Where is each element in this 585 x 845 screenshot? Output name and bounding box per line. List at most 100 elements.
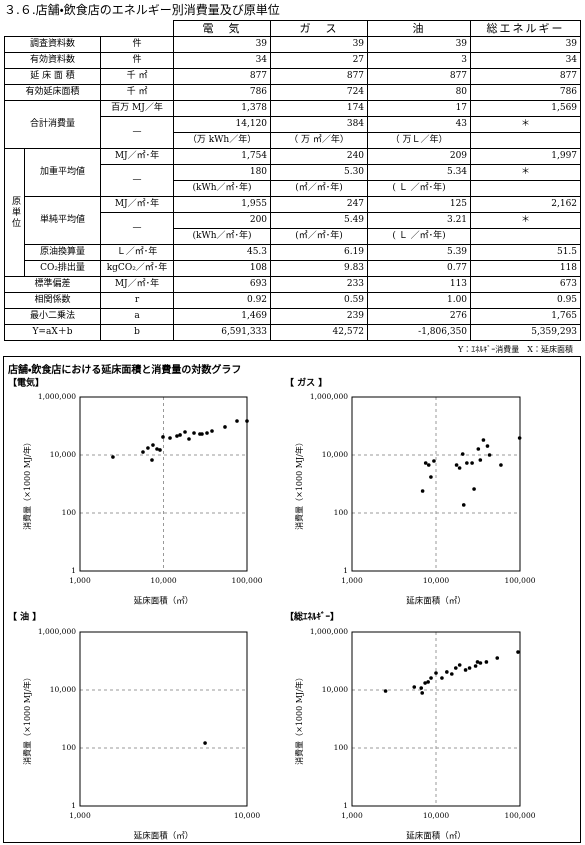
x-tick-label: 100,000 [504,811,535,820]
data-point [178,433,182,437]
table-row: 延 床 面 積千 ㎡ 877 877 877 877 [4,68,582,85]
x-tick-label: 10,000 [234,811,260,820]
plot-frame [351,631,521,807]
table-row: 単純平均値 MJ／㎡･年 1,955 247 125 2,162 [5,196,582,245]
data-point [445,670,449,674]
data-point [141,450,145,454]
data-point [440,676,444,680]
x-tick-label: 1,000 [69,811,91,820]
table-body: 電 気ガ ス油総エネルギー 調査資料数件 39 39 39 39 有効資料数件 34 27 3 34… [4,20,582,341]
data-point [245,419,249,423]
y-tick-label: 1,000,000 [310,627,348,636]
data-point [223,425,227,429]
data-point [203,741,207,745]
data-point [499,463,503,467]
data-point [470,461,474,465]
note: Y：ｴﾈﾙｷﾞｰ消費量 X：延床面積 [458,345,573,354]
data-point [465,461,469,465]
y-tick-label: 1 [71,801,76,810]
data-point [412,685,417,689]
data-point [454,463,459,467]
document-title: ３.６.店舗・飲食店のエネルギー別消費量及び原単位 [4,3,280,17]
data-point [472,487,476,491]
x-axis-label: 延床面積（㎡） [406,596,466,607]
value-cell: 5,359,293 [470,324,582,341]
data-point [460,452,465,456]
table-row: CO₂排出量 kgCO₂／㎡･年 108 9.83 0.77 118 [5,260,582,277]
data-point [484,660,489,664]
y-axis-label: 消費量（×1000 MJ/年） [294,438,304,530]
data-point [187,437,191,441]
table-row: 標準偏差 MJ／㎡･年 693 233 113 673 [4,276,582,293]
y-axis-label: 消費量（×1000 MJ/年） [294,673,304,765]
column-header: ガ ス [270,20,369,37]
data-point [200,432,204,436]
data-point [434,671,438,675]
y-axis-label: 消費量（×1000 MJ/年） [22,673,32,765]
row-label: 合計消費量 [4,100,101,149]
table-row: 電 気ガ ス油総エネルギー [5,20,582,37]
table-row: 有効資料数件 34 27 3 34 [4,52,582,69]
y-tick-label: 10,000 [322,685,348,694]
data-point [453,666,458,670]
data-point [420,691,424,695]
chart-title: 【電気】 [8,377,44,389]
y-tick-label: 1,000,000 [38,627,76,636]
y-tick-label: 1,000,000 [310,392,348,401]
data-point [175,434,179,438]
row-label: 単純平均値 [24,196,101,245]
data-point [158,448,162,452]
data-point [155,447,159,451]
data-point [429,475,433,479]
x-tick-label: 1,000 [69,576,91,585]
data-point [481,438,486,442]
data-table: 電 気ガ ス油総エネルギー 調査資料数件 39 39 39 39 有効資料数件 34 27 3 34… [4,20,582,341]
unit: b [99,324,175,341]
chart-title: 【 油 】 [8,611,41,623]
data-point [429,676,433,680]
data-point [517,436,522,440]
data-point [235,419,239,423]
data-point [210,429,214,433]
table-row: 合計消費量 百万 MJ／年 1,378 174 17 1,569 [4,100,582,149]
row-label: 加重平均値 [24,148,101,197]
table-row: —180 5.30 5.34 ＊ [5,164,582,197]
y-tick-label: 100 [334,508,349,517]
graph-frame [3,356,581,843]
data-point [111,455,115,459]
y-tick-label: 10,000 [322,450,348,459]
data-point [426,680,430,684]
y-axis-label: 消費量（×1000 MJ/年） [22,438,32,530]
data-point [475,660,480,664]
data-point [485,444,490,448]
chart-title: 【 ガス 】 [285,377,327,389]
unit: — [99,212,175,245]
y-tick-label: 10,000 [50,450,76,459]
y-tick-label: 1,000,000 [38,392,76,401]
data-point [463,668,468,672]
x-tick-label: 1,000 [341,576,363,585]
table-row: 調査資料数件 39 39 39 39 [4,36,582,53]
table-row: 最小二乗法 a 1,469 239 276 1,765 [4,308,582,325]
plot-frame [79,631,248,807]
x-tick-label: 1,000 [341,811,363,820]
data-point [478,458,483,462]
data-point [383,689,388,693]
table-row: —200 5.49 3.21 ＊ [5,212,582,245]
data-point [467,666,472,670]
unit: — [99,164,175,197]
data-point [473,664,478,668]
data-point [419,686,424,690]
data-point [461,503,466,507]
y-tick-label: 100 [334,743,349,752]
data-point [168,436,172,440]
data-point [146,446,150,450]
x-axis-label: 延床面積（㎡） [134,831,194,842]
data-point [205,431,209,435]
x-tick-label: 10,000 [150,576,176,585]
column-header: 総エネルギー [470,20,582,37]
x-tick-label: 100,000 [231,576,262,585]
